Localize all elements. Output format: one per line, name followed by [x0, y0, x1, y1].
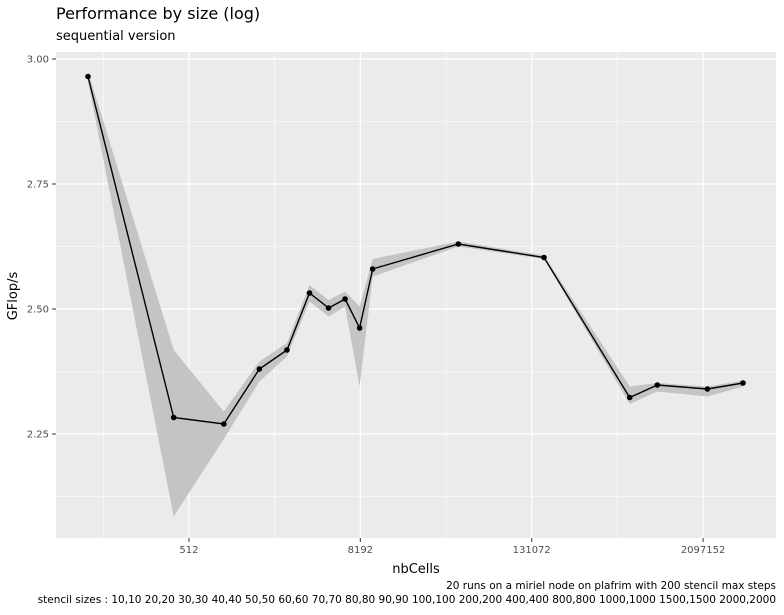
y-axis-label: GFlop/s — [6, 272, 21, 321]
x-axis: 512 8192 131072 2097152 — [179, 538, 725, 556]
data-point — [342, 296, 348, 302]
data-point — [284, 347, 290, 353]
series-line — [87, 76, 744, 425]
y-axis: 2.25 2.50 2.75 3.00 — [27, 55, 56, 441]
data-point — [325, 305, 332, 311]
data-point — [356, 325, 363, 331]
grid-minor — [56, 52, 776, 538]
y-tick-label: 3.00 — [27, 55, 49, 66]
data-point — [369, 266, 376, 272]
x-axis-label: nbCells — [392, 562, 440, 577]
data-point — [85, 73, 91, 80]
x-tick-label: 8192 — [348, 545, 373, 556]
chart-subtitle: sequential version — [56, 29, 176, 44]
x-tick-label: 2097152 — [681, 545, 726, 556]
data-point — [256, 366, 263, 372]
caption-line-1: 20 runs on a miriel node on plafrim with… — [446, 580, 776, 592]
data-point — [221, 421, 227, 427]
data-point — [740, 380, 746, 386]
caption-line-2: stencil sizes : 10,10 20,20 30,30 40,40 … — [37, 594, 776, 606]
data-point — [170, 414, 177, 421]
data-point — [455, 241, 462, 247]
y-tick-label: 2.25 — [27, 430, 49, 441]
data-points — [85, 73, 746, 427]
y-tick-label: 2.50 — [27, 305, 49, 316]
data-point — [306, 290, 313, 296]
y-tick-label: 2.75 — [27, 180, 49, 191]
grid-major — [56, 52, 776, 538]
data-point — [704, 386, 711, 392]
data-point — [541, 254, 547, 261]
x-tick-label: 131072 — [513, 545, 551, 556]
data-point — [654, 382, 661, 388]
data-point — [626, 394, 633, 401]
chart-title: Performance by size (log) — [56, 4, 261, 23]
x-tick-label: 512 — [179, 545, 198, 556]
